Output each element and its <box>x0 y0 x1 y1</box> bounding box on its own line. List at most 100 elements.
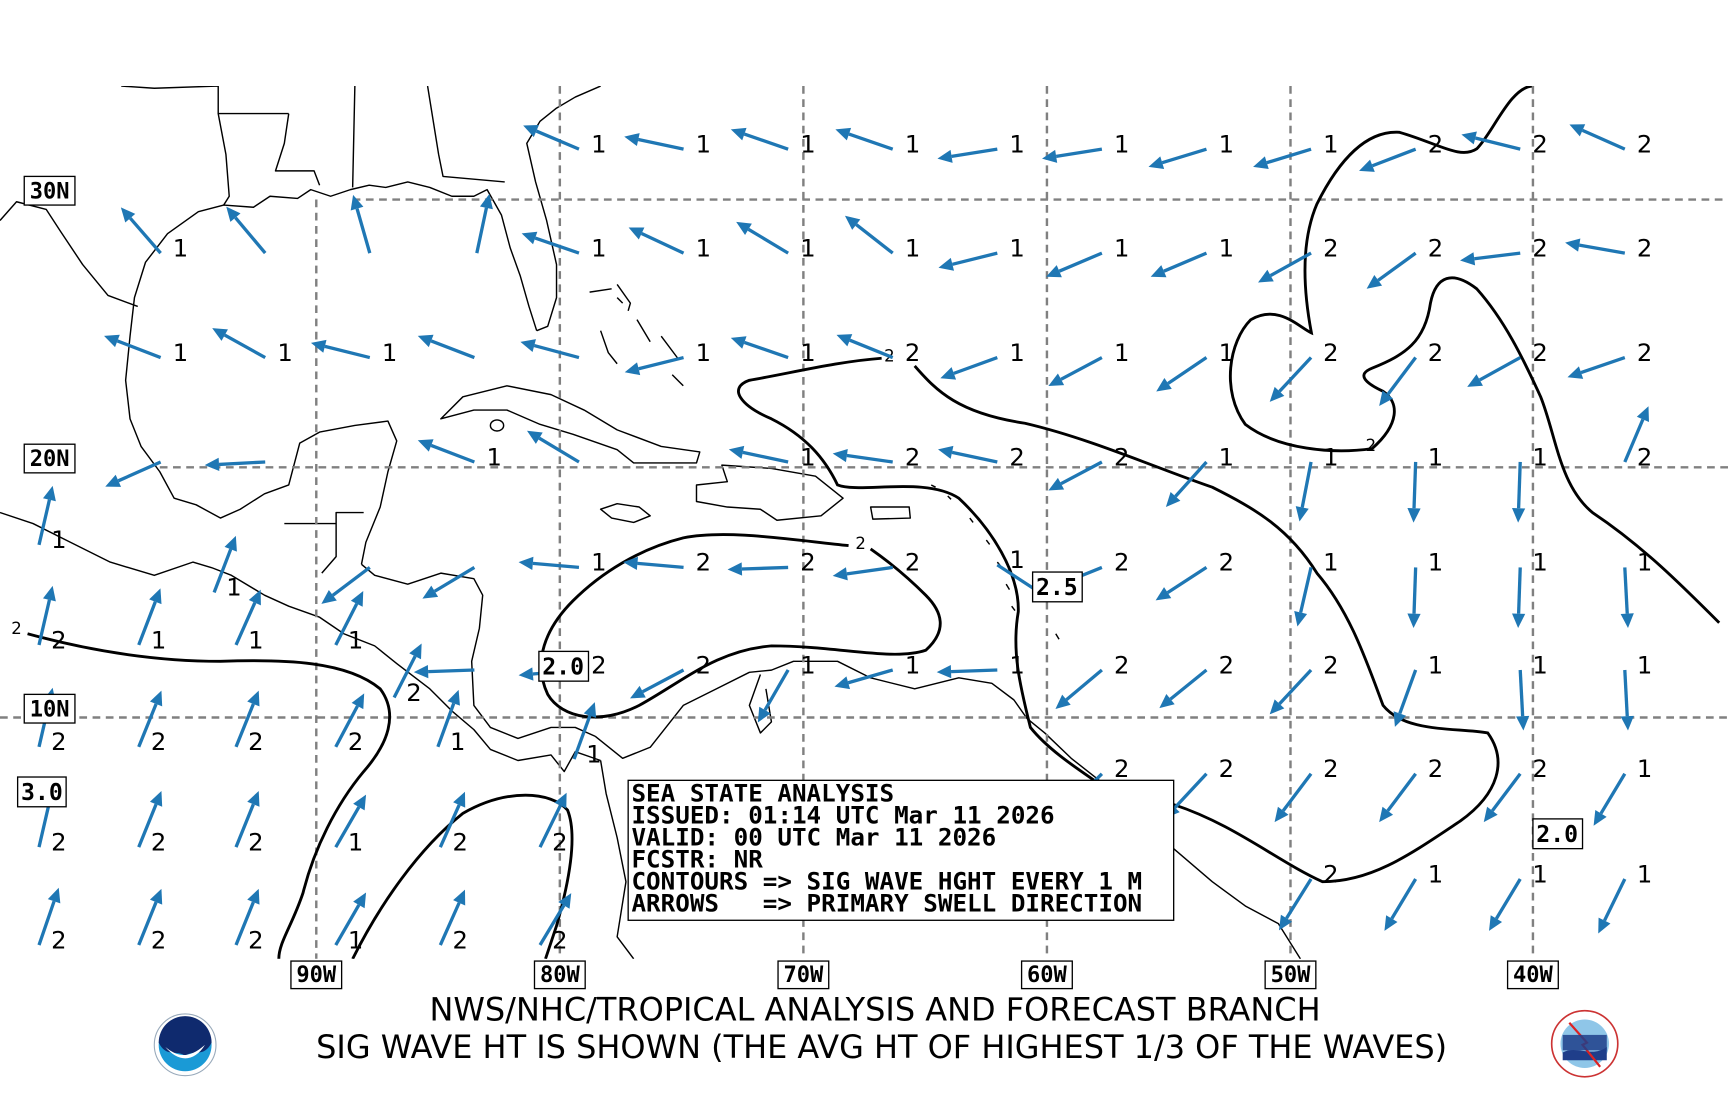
wave-height-label: 2 <box>1637 233 1652 262</box>
arrow-shaft <box>1055 147 1103 159</box>
swell-arrow: 2 <box>1274 754 1339 823</box>
arrow-shaft <box>234 602 257 646</box>
wave-height-label: 1 <box>1114 338 1129 367</box>
wave-height-label: 1 <box>277 338 292 367</box>
swell-arrow: 2 <box>137 888 166 954</box>
arrow-shaft <box>1166 566 1208 595</box>
arrow-shaft <box>234 901 255 946</box>
arrow-shaft <box>640 232 685 255</box>
swell-arrow: 1 <box>212 328 293 367</box>
arrow-shaft <box>1390 878 1418 920</box>
contour-label: 2 <box>11 619 22 638</box>
wave-height-label: 2 <box>1532 338 1547 367</box>
arrow-head-icon <box>937 149 953 163</box>
swell-arrow: 1 <box>730 127 816 158</box>
contour-line <box>737 356 1500 884</box>
arrow-shaft <box>212 548 233 594</box>
arrow-head-icon <box>413 664 429 679</box>
swell-arrow: 1 <box>1156 338 1234 392</box>
arrow-head-icon <box>453 889 466 906</box>
arrow-head-icon <box>104 334 120 348</box>
arrow-shaft <box>1377 251 1417 282</box>
wave-height-label: 2 <box>1428 129 1443 158</box>
swell-arrow: 2 <box>1258 233 1339 283</box>
arrow-head-icon <box>1567 366 1584 379</box>
arrow-shaft <box>538 904 566 946</box>
wave-height-label: 2 <box>1323 754 1338 783</box>
arrow-head-icon <box>1048 477 1065 491</box>
arrow-shaft <box>538 436 580 464</box>
swell-arrow: 1 <box>736 221 816 262</box>
arrow-shaft <box>116 339 162 360</box>
wave-height-label: 2 <box>452 827 467 856</box>
arrow-head-icon <box>479 193 493 210</box>
arrow-shaft <box>223 333 267 359</box>
wave-height-label: 2 <box>1532 129 1547 158</box>
arrow-shaft <box>1516 461 1522 509</box>
wave-height-label: 1 <box>1114 129 1129 158</box>
noaa-logo <box>153 1013 217 1077</box>
swell-arrow: 2 <box>234 888 264 954</box>
swell-arrow: 2 <box>234 690 264 756</box>
swell-arrow: 1 <box>521 231 607 262</box>
arrow-head-icon <box>518 667 534 681</box>
arrow-shaft <box>1285 878 1313 920</box>
wave-height-label: 1 <box>1009 338 1024 367</box>
wave-height-label: 2 <box>905 338 920 367</box>
arrow-shaft <box>392 655 417 699</box>
arrow-shaft <box>1478 356 1522 382</box>
wave-height-label: 2 <box>1637 338 1652 367</box>
wave-height-label: 2 <box>1114 754 1129 783</box>
wave-height-label: 1 <box>591 233 606 262</box>
swell-arrow: 2 <box>1483 754 1548 823</box>
swell-arrow <box>321 566 371 604</box>
arrow-head-icon <box>844 215 861 230</box>
arrow-shaft <box>1386 772 1417 812</box>
arrow-shaft <box>137 803 158 848</box>
arrow-shaft <box>234 803 255 848</box>
wave-height-label: 2 <box>1323 338 1338 367</box>
svg-text:50W: 50W <box>1271 963 1312 988</box>
contour-box-text: 3.0 <box>21 780 63 806</box>
arrow-shaft <box>1163 251 1208 273</box>
latitude-labels: 30N 20N 10N <box>23 175 76 724</box>
wave-height-label: 2 <box>696 548 711 577</box>
arrow-head-icon <box>149 588 162 605</box>
lon-label-60w: 60W <box>1020 960 1073 990</box>
arrow-head-icon <box>938 257 954 271</box>
arrow-head-icon <box>1620 613 1634 628</box>
arrow-shaft <box>334 602 359 646</box>
swell-arrow: 1 <box>523 124 607 158</box>
lat-label-10n: 10N <box>23 693 76 724</box>
wave-height-label: 2 <box>151 827 166 856</box>
arrow-shaft <box>1060 460 1103 486</box>
arrow-head-icon <box>1512 613 1526 628</box>
swell-arrow: 1 <box>1593 754 1652 826</box>
swell-arrow: 2 <box>137 790 166 856</box>
wave-height-label: 2 <box>51 727 66 756</box>
swell-arrow: 1 <box>624 129 711 158</box>
legend-arrows: ARROWS => PRIMARY SWELL DIRECTION <box>631 888 1142 917</box>
arrow-head-icon <box>757 706 771 723</box>
arrow-shaft <box>218 460 266 467</box>
wave-height-label: 1 <box>905 233 920 262</box>
swell-arrow: 2 <box>1269 650 1339 715</box>
arrow-head-icon <box>936 664 952 679</box>
wave-height-label: 1 <box>1219 338 1234 367</box>
arrow-shaft <box>742 450 789 464</box>
arrow-shaft <box>1058 251 1103 273</box>
arrow-shaft <box>953 355 998 375</box>
arrow-head-icon <box>1253 156 1269 170</box>
arrow-head-icon <box>1269 386 1285 402</box>
swell-arrow: 2 <box>1467 338 1548 387</box>
arrow-shaft <box>334 904 361 946</box>
arrow-head-icon <box>453 791 466 808</box>
cuba <box>440 385 701 464</box>
arrow-head-icon <box>321 589 337 604</box>
puerto-rico <box>869 506 912 520</box>
map-frame: 2 2 2 2 11111111222111111112222111112111… <box>0 86 1728 959</box>
arrow-shaft <box>1603 878 1627 922</box>
arrow-head-icon <box>518 556 534 570</box>
swell-arrow: 1 <box>728 442 816 471</box>
arrow-head-icon <box>1393 711 1407 727</box>
